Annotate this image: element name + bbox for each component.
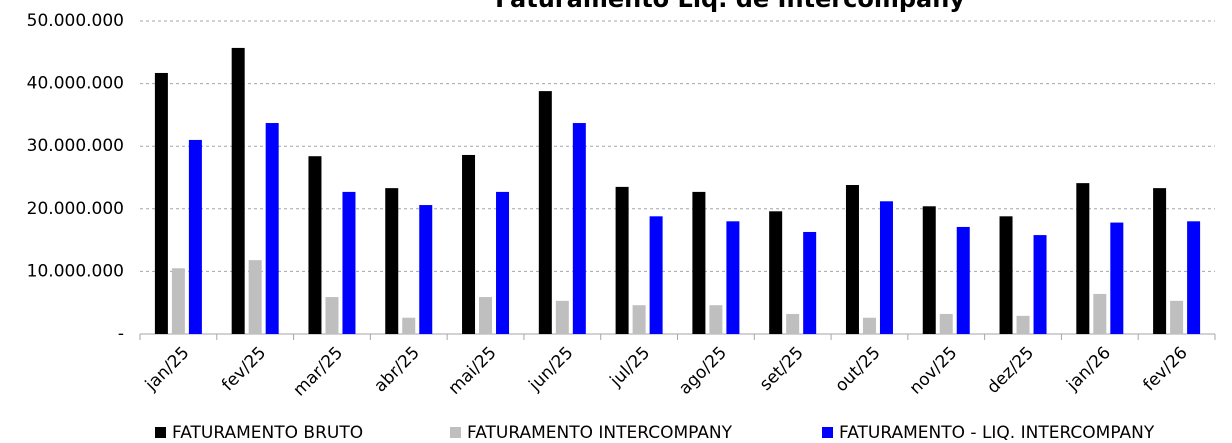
y-tick-label: 50.000.000 <box>27 11 124 31</box>
x-tick-label: jan/25 <box>141 343 194 396</box>
bar <box>999 216 1013 334</box>
bar <box>879 201 893 334</box>
bar <box>1153 188 1167 334</box>
bar <box>1110 222 1124 334</box>
x-tick-label: out/25 <box>831 343 884 396</box>
bar <box>922 206 936 334</box>
bar <box>325 297 339 334</box>
bar <box>1187 221 1201 334</box>
legend-label: FATURAMENTO BRUTO <box>172 423 363 443</box>
bar <box>342 191 356 334</box>
legend-swatch <box>822 427 833 438</box>
bar <box>402 317 416 334</box>
bar <box>632 305 646 334</box>
x-tick-label: jul/25 <box>606 343 655 392</box>
bar <box>154 72 168 334</box>
bar <box>555 300 569 334</box>
x-tick-label: jan/26 <box>1062 343 1115 396</box>
x-tick-label: mar/25 <box>290 343 348 401</box>
bar <box>1076 183 1090 334</box>
bar <box>692 191 706 334</box>
x-tick-label: set/25 <box>756 343 808 395</box>
bar <box>956 226 970 334</box>
bar <box>1170 300 1184 334</box>
bar <box>862 317 876 334</box>
x-tick-label: jun/25 <box>525 343 578 396</box>
bar <box>615 186 629 334</box>
y-tick-label: 10.000.000 <box>27 261 124 281</box>
bar <box>649 216 663 334</box>
bar <box>803 231 817 334</box>
bar <box>1016 315 1030 334</box>
bar <box>939 313 953 334</box>
x-tick-label: ago/25 <box>675 343 731 399</box>
legend-label: FATURAMENTO INTERCOMPANY <box>467 423 733 443</box>
bar <box>188 139 202 334</box>
bar <box>538 91 552 334</box>
x-tick-label: dez/25 <box>983 343 1038 398</box>
x-tick-label: abr/25 <box>370 343 423 396</box>
bar <box>248 260 262 334</box>
x-tick-label: fev/26 <box>1139 343 1191 395</box>
bar <box>726 221 740 334</box>
x-tick-label: nov/25 <box>906 343 962 399</box>
bar <box>171 268 185 334</box>
bar <box>308 156 322 334</box>
y-tick-label: 30.000.000 <box>27 136 124 156</box>
chart-title: Faturamento Líq. de Intercompany <box>495 0 965 13</box>
y-tick-label: 20.000.000 <box>27 199 124 219</box>
bar <box>462 154 476 334</box>
bar <box>496 191 510 334</box>
y-tick-label: 40.000.000 <box>27 74 124 94</box>
bar <box>479 297 493 334</box>
bar <box>845 185 859 334</box>
bar <box>572 123 586 335</box>
bar <box>1093 293 1107 334</box>
y-tick-label: - <box>118 324 124 344</box>
bar <box>769 211 783 334</box>
x-tick-label: fev/25 <box>218 343 270 395</box>
bar <box>231 47 245 334</box>
x-tick-label: mai/25 <box>445 343 501 399</box>
bar <box>385 188 399 334</box>
bar <box>419 205 433 334</box>
bar <box>265 123 279 335</box>
legend-label: FATURAMENTO - LIQ. INTERCOMPANY <box>839 423 1155 443</box>
legend-swatch <box>450 427 461 438</box>
bar <box>786 313 800 334</box>
bar <box>709 305 723 334</box>
legend-swatch <box>155 427 166 438</box>
bar <box>1033 235 1047 334</box>
